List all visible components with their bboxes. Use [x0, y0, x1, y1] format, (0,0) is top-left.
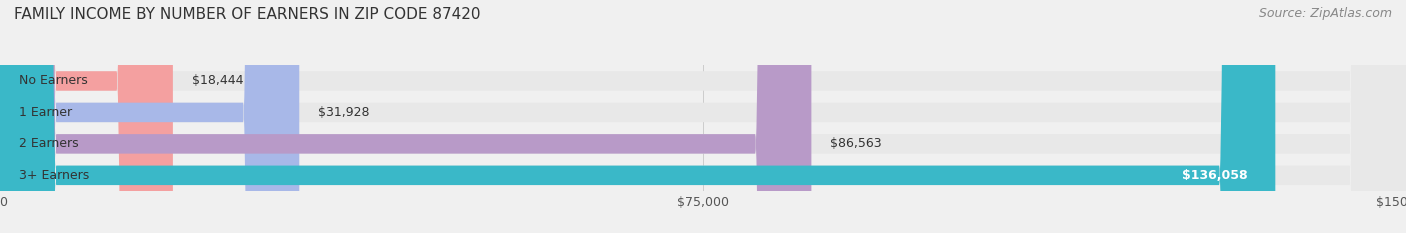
Text: 3+ Earners: 3+ Earners [18, 169, 89, 182]
Text: 1 Earner: 1 Earner [18, 106, 72, 119]
FancyBboxPatch shape [0, 0, 173, 233]
Text: $86,563: $86,563 [830, 137, 882, 150]
FancyBboxPatch shape [0, 0, 811, 233]
Text: Source: ZipAtlas.com: Source: ZipAtlas.com [1258, 7, 1392, 20]
Text: No Earners: No Earners [18, 75, 87, 87]
FancyBboxPatch shape [0, 0, 1275, 233]
Text: $18,444: $18,444 [191, 75, 243, 87]
Text: $31,928: $31,928 [318, 106, 370, 119]
Text: 2 Earners: 2 Earners [18, 137, 79, 150]
Text: FAMILY INCOME BY NUMBER OF EARNERS IN ZIP CODE 87420: FAMILY INCOME BY NUMBER OF EARNERS IN ZI… [14, 7, 481, 22]
FancyBboxPatch shape [0, 0, 299, 233]
Text: $136,058: $136,058 [1181, 169, 1247, 182]
